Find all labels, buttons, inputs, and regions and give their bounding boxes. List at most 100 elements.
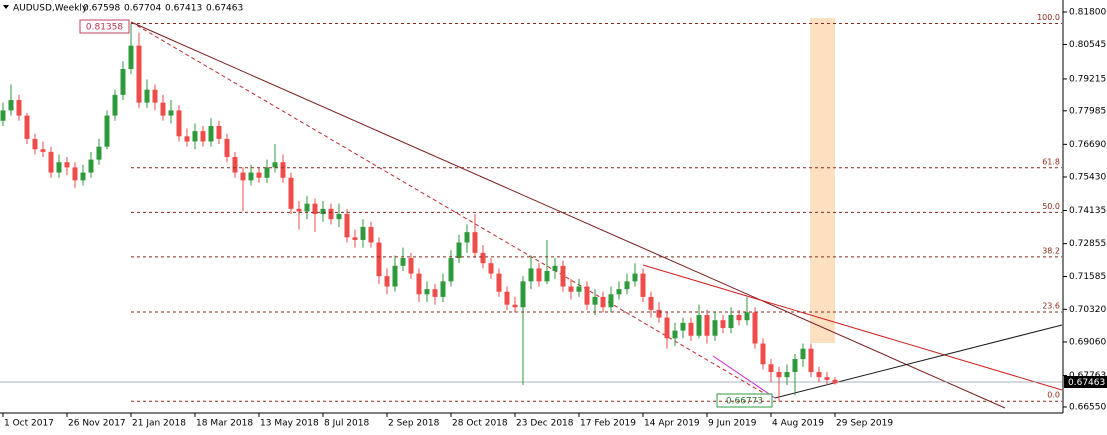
candle-body bbox=[200, 131, 206, 142]
x-tick-label: 18 Mar 2018 bbox=[196, 419, 253, 429]
candle-body bbox=[656, 309, 662, 318]
y-tick-label: 0.71585 bbox=[1069, 272, 1106, 282]
y-tick-label: 0.74135 bbox=[1069, 206, 1106, 216]
candle-body bbox=[136, 45, 142, 103]
candle-body bbox=[240, 172, 246, 181]
candle-body bbox=[568, 286, 574, 292]
candle-body bbox=[512, 304, 518, 308]
candle-body bbox=[720, 320, 726, 328]
candle-body bbox=[312, 203, 318, 215]
candle-body bbox=[592, 296, 598, 305]
y-tick-label: 0.81800 bbox=[1069, 7, 1106, 17]
x-tick-label: 4 Aug 2019 bbox=[772, 419, 824, 429]
candle-body bbox=[256, 172, 262, 178]
candle-body bbox=[576, 286, 582, 292]
y-tick-label: 0.77985 bbox=[1069, 106, 1106, 116]
candle-body bbox=[80, 172, 86, 181]
candle-body bbox=[688, 322, 694, 336]
trend-line bbox=[130, 21, 1006, 409]
candle-body bbox=[344, 214, 350, 238]
candle-body bbox=[304, 203, 310, 212]
candle-body bbox=[464, 232, 470, 243]
candle-body bbox=[552, 265, 558, 271]
candle-body bbox=[496, 273, 502, 292]
candle-body bbox=[328, 208, 334, 220]
y-tick-label: 0.76690 bbox=[1069, 140, 1106, 150]
symbol-title: AUDUSD,Weekly bbox=[13, 4, 88, 14]
candle-body bbox=[584, 286, 590, 305]
x-tick-label: 13 May 2018 bbox=[260, 419, 319, 429]
candle-body bbox=[88, 159, 94, 173]
candle-body bbox=[216, 125, 222, 139]
ohlc-low: 0.67413 bbox=[165, 4, 202, 14]
x-tick-label: 14 Apr 2019 bbox=[644, 419, 700, 429]
candle-body bbox=[232, 157, 238, 173]
candle-body bbox=[624, 281, 630, 290]
x-tick-label: 21 Jan 2018 bbox=[132, 419, 186, 429]
candle-body bbox=[528, 268, 534, 282]
low-label-box bbox=[716, 393, 773, 408]
candle-body bbox=[264, 167, 270, 178]
candle-body bbox=[192, 131, 198, 142]
candle-body bbox=[360, 226, 366, 240]
candle-body bbox=[696, 315, 702, 336]
ohlc-open: 0.67598 bbox=[83, 4, 120, 14]
candle-body bbox=[320, 208, 326, 215]
candle-body bbox=[72, 167, 78, 181]
candle-body bbox=[128, 45, 134, 69]
candle-body bbox=[176, 110, 182, 137]
candle-body bbox=[768, 364, 774, 373]
candle-body bbox=[96, 146, 102, 160]
candle-body bbox=[432, 289, 438, 297]
candle-body bbox=[16, 100, 22, 116]
candle-body bbox=[608, 294, 614, 308]
y-tick-label: 0.72855 bbox=[1069, 239, 1106, 249]
menu-arrow bbox=[3, 5, 9, 9]
candle-body bbox=[400, 258, 406, 266]
fib-label: 0.0 bbox=[1047, 391, 1060, 400]
current-price: 0.67463 bbox=[1068, 378, 1105, 388]
current-price-box bbox=[1064, 376, 1107, 388]
x-tick-label: 8 Jul 2018 bbox=[324, 419, 369, 429]
candle-body bbox=[272, 162, 278, 168]
fib-label: 23.6 bbox=[1042, 302, 1060, 311]
candle-body bbox=[776, 372, 782, 378]
high-label-box bbox=[79, 19, 130, 34]
candle-body bbox=[120, 68, 126, 95]
candle-body bbox=[744, 312, 750, 321]
candle-body bbox=[160, 102, 166, 116]
candle-body bbox=[144, 89, 150, 103]
candle-body bbox=[168, 110, 174, 116]
candle-body bbox=[640, 273, 646, 297]
candle-body bbox=[368, 226, 374, 243]
candle-body bbox=[440, 281, 446, 297]
x-tick-label: 29 Sep 2019 bbox=[836, 419, 893, 429]
candle-body bbox=[64, 162, 70, 168]
y-tick-label: 0.79215 bbox=[1069, 74, 1106, 84]
candle-body bbox=[280, 162, 286, 178]
x-tick-label: 23 Dec 2018 bbox=[516, 419, 574, 429]
ohlc-high: 0.67704 bbox=[124, 4, 161, 14]
candle-body bbox=[112, 94, 118, 116]
candle-body bbox=[472, 232, 478, 253]
candle-body bbox=[288, 177, 294, 209]
y-tick-label: 0.66550 bbox=[1069, 402, 1106, 412]
x-tick-label: 28 Oct 2018 bbox=[452, 419, 508, 429]
fib-label: 100.0 bbox=[1037, 13, 1060, 22]
x-tick-label: 9 Jun 2019 bbox=[708, 419, 757, 429]
candle-body bbox=[352, 237, 358, 240]
candle-body bbox=[672, 330, 678, 339]
candle-body bbox=[560, 265, 566, 287]
fib-label: 50.0 bbox=[1042, 202, 1060, 211]
candle-body bbox=[40, 149, 46, 152]
candle-body bbox=[376, 242, 382, 277]
candle-body bbox=[56, 162, 62, 173]
candle-body bbox=[760, 343, 766, 365]
candle-body bbox=[792, 359, 798, 373]
fib-label: 38.2 bbox=[1042, 246, 1060, 255]
magenta-line bbox=[712, 355, 776, 399]
candle-body bbox=[712, 320, 718, 336]
candle-body bbox=[680, 322, 686, 331]
candle-body bbox=[520, 281, 526, 308]
x-tick-label: 2 Sep 2018 bbox=[388, 419, 440, 429]
